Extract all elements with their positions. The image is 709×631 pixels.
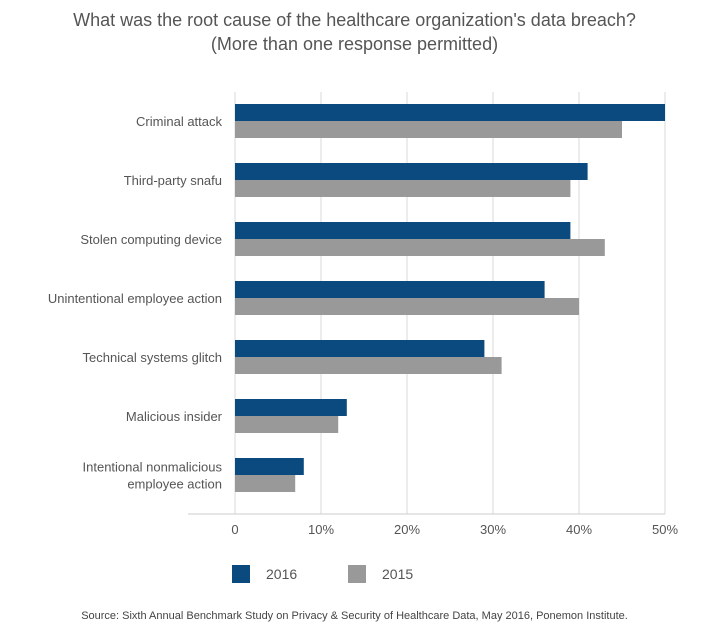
category-label-3: Unintentional employee action [48,291,222,306]
x-tick-label-4: 40% [566,522,592,537]
legend-label-2016: 2016 [266,566,298,582]
x-tick-label-3: 30% [480,522,506,537]
x-tick-label-2: 20% [394,522,420,537]
bar-2016-4 [235,340,485,357]
bar-2016-1 [235,163,588,180]
bar-2015-3 [235,298,579,315]
legend-item-2016: 2016 [232,563,297,585]
legend-item-2015: 2015 [348,563,413,585]
chart-title-line-2: (More than one response permitted) [210,34,499,54]
legend-swatch-2016 [232,565,250,583]
category-label-4: Technical systems glitch [83,350,222,365]
chart-title-line-1: What was the root cause of the healthcar… [73,10,636,30]
category-label-0: Criminal attack [136,114,222,129]
bar-2015-5 [235,416,339,433]
bar-2015-0 [235,121,622,138]
bar-2015-4 [235,357,502,374]
legend-label-2015: 2015 [382,566,414,582]
bar-2016-3 [235,281,545,298]
legend-swatch-2015 [348,565,366,583]
x-tick-label-5: 50% [652,522,678,537]
bar-2015-1 [235,180,571,197]
x-tick-label-0: 0 [231,522,238,537]
bar-2016-2 [235,222,571,239]
category-label-5: Malicious insider [126,409,223,424]
x-tick-label-1: 10% [308,522,334,537]
bar-2015-2 [235,239,605,256]
bar-2016-0 [235,104,665,121]
bar-2016-6 [235,458,304,475]
category-label-1: Third-party snafu [124,173,222,188]
category-label-6-line-0: Intentional nonmalicious [83,460,223,475]
bar-2015-6 [235,475,296,492]
bar-chart: Criminal attack Third-party snafu Stolen c… [48,92,678,537]
bar-2016-5 [235,399,347,416]
source-note: Source: Sixth Annual Benchmark Study on … [81,610,628,622]
category-label-2: Stolen computing device [80,232,222,247]
category-label-6-line-1: employee action [127,477,222,492]
